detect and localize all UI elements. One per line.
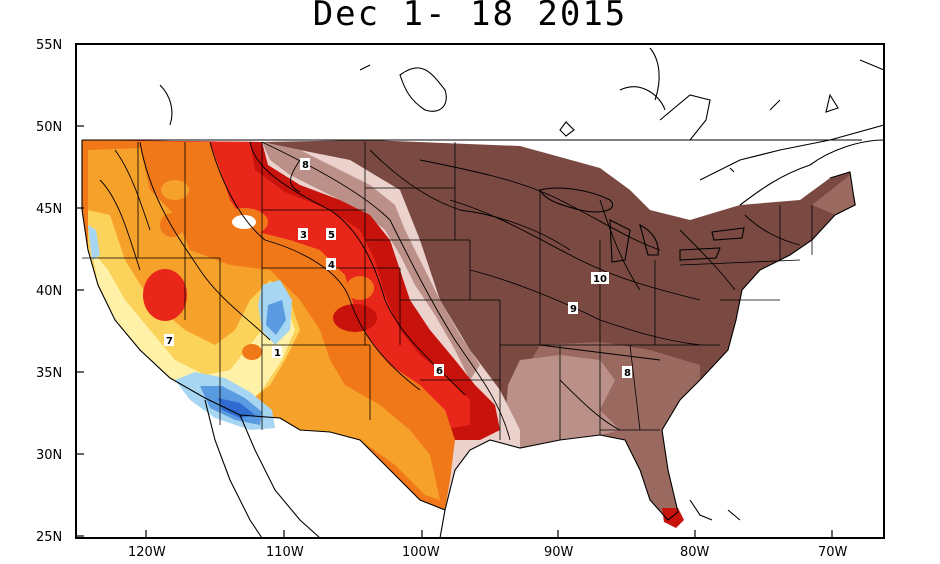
lon-label-120w: 120W bbox=[128, 545, 166, 560]
lon-label-70w: 70W bbox=[818, 545, 848, 560]
contour-label-10: 10 bbox=[593, 274, 607, 285]
lat-ticks bbox=[76, 43, 84, 537]
lon-ticks bbox=[145, 530, 833, 538]
florida-red-fill bbox=[662, 508, 684, 528]
red-blob-nv bbox=[143, 269, 187, 321]
lat-label-45n: 45N bbox=[36, 202, 62, 217]
lat-label-25n: 25N bbox=[36, 530, 62, 545]
contour-label-5: 5 bbox=[328, 230, 335, 241]
state-boundaries bbox=[82, 142, 813, 440]
contour-label-1: 1 bbox=[274, 348, 281, 359]
lat-label-55n: 55N bbox=[36, 38, 62, 53]
contour-label-8-south: 8 bbox=[624, 368, 631, 379]
northeast-fill bbox=[812, 175, 856, 215]
contour-lines bbox=[99, 141, 801, 441]
temperature-anomaly-field bbox=[82, 140, 856, 528]
se-light-brown-fill bbox=[505, 355, 620, 448]
contour-value-labels: 8 3 5 4 7 1 6 10 9 8 bbox=[164, 158, 632, 379]
plot-frame bbox=[75, 43, 885, 539]
map-title: Dec 1- 18 2015 bbox=[312, 0, 628, 34]
contour-label-8-north: 8 bbox=[302, 160, 309, 171]
lat-label-50n: 50N bbox=[36, 120, 62, 135]
lat-label-30n: 30N bbox=[36, 448, 62, 463]
contour-label-4: 4 bbox=[328, 260, 335, 271]
orange-blob-az bbox=[242, 344, 262, 360]
lon-label-110w: 110W bbox=[266, 545, 304, 560]
contour-label-6: 6 bbox=[436, 366, 443, 377]
contour-label-9: 9 bbox=[570, 304, 577, 315]
orange-blob-co bbox=[346, 276, 374, 300]
light-brown-band-fill bbox=[262, 142, 480, 380]
light-blue-fill-3 bbox=[88, 225, 100, 260]
lon-label-100w: 100W bbox=[402, 545, 440, 560]
blue-fill-2 bbox=[266, 300, 286, 335]
orange-blob-id bbox=[160, 213, 184, 237]
orange-blob-or bbox=[161, 180, 189, 200]
lat-label-40n: 40N bbox=[36, 284, 62, 299]
lat-label-35n: 35N bbox=[36, 366, 62, 381]
contour-label-3: 3 bbox=[300, 230, 307, 241]
dark-blue-fill bbox=[218, 398, 255, 418]
pale-yellow-fill bbox=[92, 250, 295, 412]
contour-label-7: 7 bbox=[166, 336, 173, 347]
lon-label-80w: 80W bbox=[680, 545, 710, 560]
red-blob-co bbox=[333, 304, 377, 332]
lon-label-90w: 90W bbox=[544, 545, 574, 560]
coastlines bbox=[81, 47, 885, 539]
